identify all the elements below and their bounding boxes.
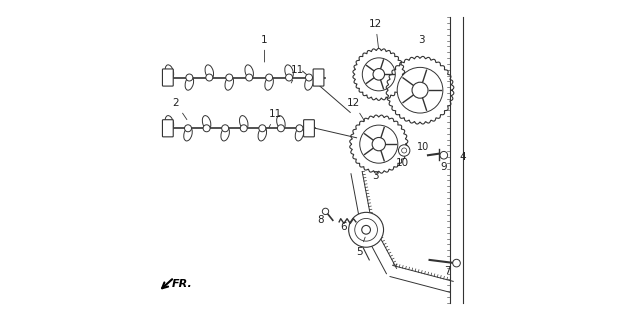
Text: 2: 2	[172, 98, 187, 120]
Ellipse shape	[202, 116, 211, 130]
Circle shape	[362, 225, 370, 234]
Ellipse shape	[165, 65, 174, 79]
FancyBboxPatch shape	[163, 69, 173, 86]
Circle shape	[203, 125, 210, 132]
Circle shape	[373, 68, 384, 80]
Text: 1: 1	[261, 35, 268, 62]
Circle shape	[402, 148, 407, 153]
Circle shape	[399, 145, 410, 156]
FancyBboxPatch shape	[163, 120, 173, 137]
Circle shape	[246, 74, 253, 81]
Text: FR.: FR.	[172, 279, 193, 289]
Ellipse shape	[205, 65, 214, 79]
Text: 7: 7	[444, 266, 451, 276]
Text: 9: 9	[441, 162, 447, 172]
Text: 10: 10	[396, 158, 409, 168]
Text: 10: 10	[417, 142, 430, 153]
Text: 4: 4	[460, 152, 466, 162]
Ellipse shape	[221, 127, 229, 141]
Circle shape	[166, 74, 173, 81]
Circle shape	[362, 58, 396, 91]
Circle shape	[355, 219, 378, 241]
Text: 11: 11	[269, 109, 282, 127]
Circle shape	[360, 125, 398, 163]
Circle shape	[277, 125, 284, 132]
Ellipse shape	[305, 76, 313, 90]
Ellipse shape	[185, 76, 193, 90]
Ellipse shape	[165, 116, 174, 130]
Circle shape	[349, 212, 384, 247]
Circle shape	[323, 208, 329, 215]
Text: 12: 12	[347, 98, 365, 121]
Circle shape	[266, 74, 273, 81]
Circle shape	[440, 151, 447, 159]
Text: 5: 5	[357, 237, 365, 257]
Ellipse shape	[245, 65, 253, 79]
Text: 11: 11	[291, 65, 305, 83]
Circle shape	[397, 68, 443, 113]
Circle shape	[222, 125, 229, 132]
Circle shape	[206, 74, 213, 81]
Text: 8: 8	[317, 215, 323, 226]
FancyBboxPatch shape	[303, 120, 315, 137]
Circle shape	[259, 125, 266, 132]
Text: 3: 3	[372, 171, 379, 181]
Circle shape	[166, 125, 173, 132]
Circle shape	[372, 138, 386, 151]
Circle shape	[226, 74, 233, 81]
Text: 12: 12	[369, 19, 383, 48]
Circle shape	[296, 125, 303, 132]
Circle shape	[186, 74, 193, 81]
Ellipse shape	[265, 76, 273, 90]
Circle shape	[240, 125, 247, 132]
Ellipse shape	[258, 127, 266, 141]
Circle shape	[453, 259, 460, 267]
Circle shape	[305, 74, 313, 81]
Ellipse shape	[277, 116, 285, 130]
FancyBboxPatch shape	[313, 69, 324, 86]
Text: 3: 3	[418, 35, 425, 44]
Circle shape	[185, 125, 192, 132]
Circle shape	[286, 74, 292, 81]
Ellipse shape	[285, 65, 294, 79]
Ellipse shape	[240, 116, 248, 130]
Ellipse shape	[225, 76, 234, 90]
Text: 6: 6	[341, 222, 347, 232]
Ellipse shape	[295, 127, 303, 141]
Circle shape	[412, 82, 428, 98]
Ellipse shape	[184, 127, 192, 141]
